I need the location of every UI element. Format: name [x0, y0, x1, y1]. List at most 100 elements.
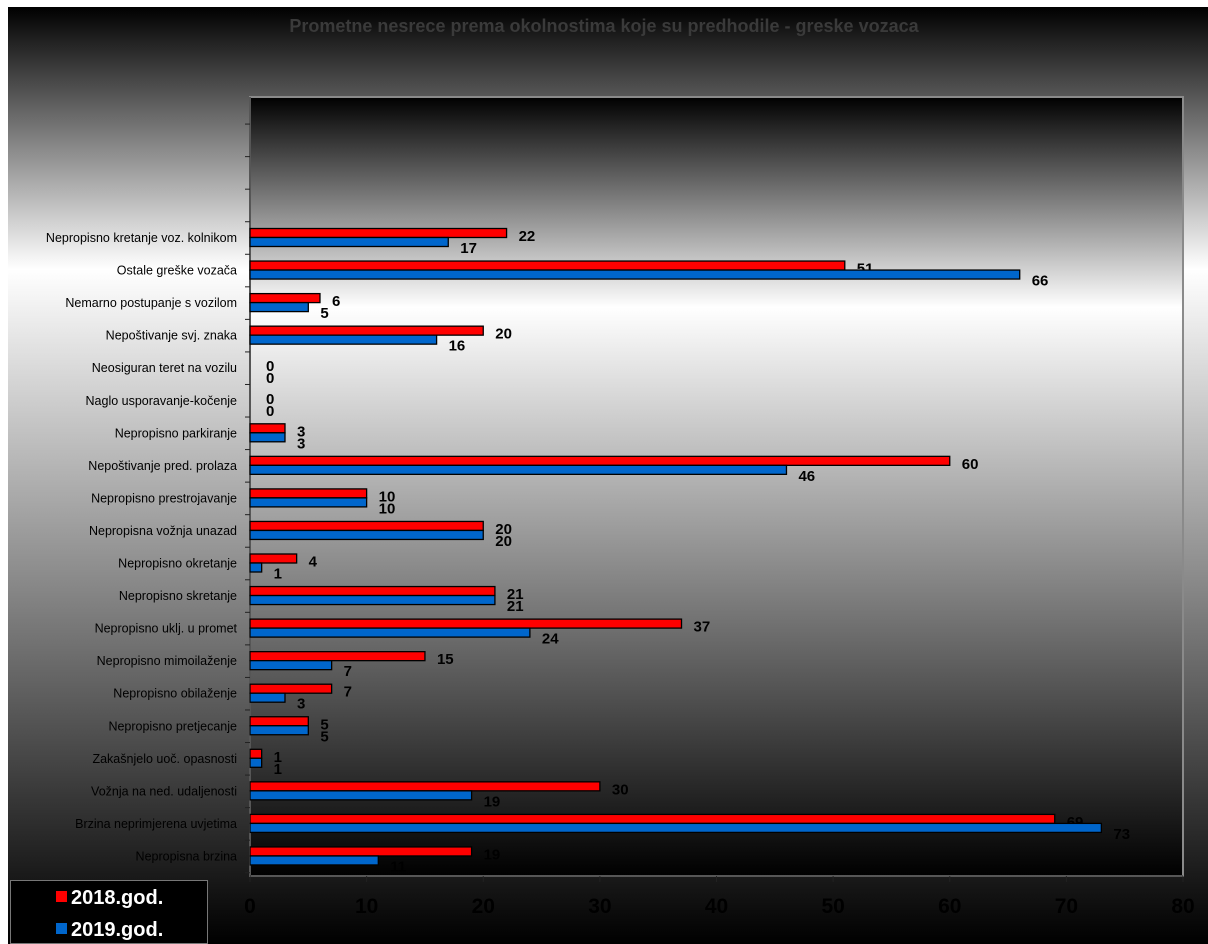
data-label-2019: 11: [390, 858, 406, 875]
data-label-2019: 1: [274, 761, 282, 778]
x-tick-label: 30: [588, 895, 611, 918]
data-label-2019: 7: [344, 663, 352, 680]
data-label-2018: 60: [962, 456, 979, 473]
bar-2018: [249, 292, 321, 304]
data-label-2018: 10: [379, 488, 396, 505]
legend-swatch-2019: [55, 922, 68, 935]
legend-item-2019: 2019.god.: [55, 919, 163, 942]
bar-2019: [249, 464, 788, 476]
bar-2018: [249, 781, 601, 792]
category-label: Neosiguran teret na vozilu: [92, 361, 237, 375]
data-label-2018: 37: [694, 619, 711, 636]
data-label-2019: 5: [320, 305, 328, 322]
data-label-2019: 10: [379, 500, 396, 517]
bar-2019: [249, 236, 449, 248]
x-tick-label: 50: [821, 895, 844, 918]
data-label-2018: 0: [266, 358, 274, 375]
x-tick-label: 60: [938, 895, 961, 918]
category-label: Zakašnjelo uoč. opasnosti: [92, 752, 237, 766]
data-label-2019: 5: [320, 728, 328, 745]
bar-2018: [249, 325, 484, 336]
category-label: Ostale greške vozača: [117, 264, 237, 278]
data-label-2018: 4: [309, 554, 318, 571]
bar-2019: [249, 725, 309, 736]
category-label: Vožnja na ned. udaljenosti: [91, 784, 237, 798]
category-label: Nepropisno kretanje voz. kolnikom: [46, 231, 237, 245]
bar-2018: [249, 260, 846, 271]
data-label-2018: 0: [266, 391, 274, 408]
category-label: Nepropisno okretanje: [118, 557, 237, 571]
data-label-2018: 15: [437, 651, 454, 668]
data-label-2019: 66: [1032, 273, 1049, 290]
bar-2019: [249, 594, 496, 606]
data-label-2018: 22: [519, 228, 536, 245]
category-label: Brzina neprimjerena uvjetima: [75, 817, 237, 831]
category-label: Nepropisno mimoilaženje: [97, 654, 237, 668]
data-label-2019: 20: [495, 533, 512, 550]
category-label: Nepropisno prestrojavanje: [91, 491, 237, 505]
data-label-2019: 3: [297, 435, 305, 452]
data-label-2019: 16: [449, 338, 466, 355]
category-label: Nepropisno obilaženje: [113, 687, 237, 701]
data-label-2018: 1: [274, 749, 282, 766]
data-label-2019: 17: [460, 240, 477, 257]
bar-2018: [249, 488, 368, 499]
bar-2018: [249, 618, 683, 629]
bar-2019: [249, 627, 531, 638]
data-label-2018: 6: [332, 293, 340, 310]
bar-2019: [249, 562, 263, 573]
category-label: Nepropisna vožnja unazad: [89, 524, 237, 538]
legend-item-2018: 2018.god.: [55, 887, 163, 910]
category-label: Nepropisno uklj. u promet: [95, 622, 238, 636]
data-label-2019: 19: [484, 793, 501, 810]
data-label-2019: 21: [507, 598, 524, 615]
data-label-2019: 3: [297, 696, 305, 713]
legend-swatch-2018: [55, 890, 68, 903]
bar-2019: [249, 529, 484, 541]
data-label-2018: 20: [495, 521, 512, 538]
category-label: Naglo usporavanje-kočenje: [86, 394, 238, 408]
data-label-2019: 46: [798, 468, 815, 485]
bar-2018: [249, 651, 426, 662]
bar-2018: [249, 716, 309, 727]
bar-2018: [249, 585, 496, 597]
bar-2019: [249, 757, 263, 768]
bar-2019: [249, 269, 1021, 280]
bar-2019: [249, 334, 438, 345]
category-label: Nepropisno parkiranje: [115, 426, 237, 440]
data-label-2018: 5: [320, 716, 328, 733]
bar-2018: [249, 813, 1056, 825]
data-label-2019: 24: [542, 631, 559, 648]
data-label-2018: 7: [344, 684, 352, 701]
category-label: Nepropisno pretjecanje: [108, 719, 237, 733]
bar-2018: [249, 227, 508, 239]
legend-label-2018: 2018.god.: [71, 887, 164, 909]
bar-2019: [249, 301, 309, 313]
data-label-2019: 0: [266, 403, 274, 420]
data-label-2018: 21: [507, 586, 524, 603]
bar-2019: [249, 822, 1103, 834]
category-label: Nemarno postupanje s vozilom: [65, 296, 237, 310]
category-label: Nepoštivanje pred. prolaza: [88, 459, 237, 473]
bar-2018: [249, 553, 298, 564]
bar-2018: [249, 748, 263, 759]
bar-2019: [249, 692, 286, 703]
x-tick-label: 0: [244, 895, 256, 918]
bar-2019: [249, 432, 286, 443]
bar-2018: [249, 423, 286, 434]
category-label: Nepropisno skretanje: [119, 589, 237, 603]
bar-2018: [249, 520, 484, 532]
legend: 2018.god. 2019.god.: [10, 880, 208, 944]
x-tick-label: 80: [1171, 895, 1194, 918]
category-label: Nepropisna brzina: [136, 849, 237, 863]
data-label-2018: 19: [484, 846, 501, 863]
bar-2019: [249, 855, 379, 866]
bar-2019: [249, 660, 333, 671]
x-tick-label: 40: [705, 895, 728, 918]
legend-label-2019: 2019.god.: [71, 919, 164, 941]
bar-2019: [249, 497, 368, 508]
data-label-2018: 20: [495, 326, 512, 343]
bar-2018: [249, 683, 333, 694]
